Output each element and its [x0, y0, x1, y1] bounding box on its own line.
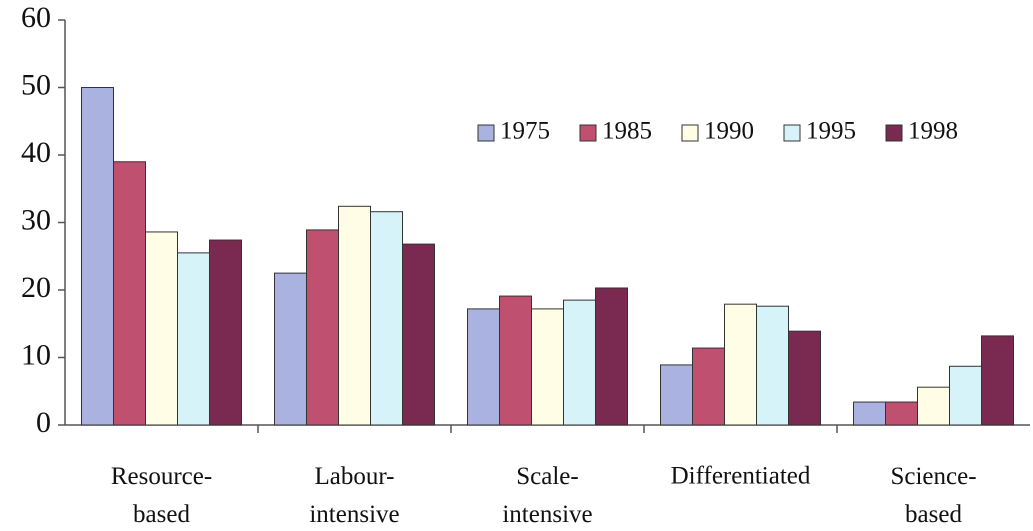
bar: [692, 347, 725, 426]
bar: [949, 365, 982, 426]
x-tick-label: Labour-intensive: [309, 463, 399, 528]
legend-label: 1990: [704, 118, 754, 145]
bar: [531, 308, 564, 426]
bar: [917, 386, 950, 426]
y-tick-label: 50: [21, 68, 51, 101]
bar: [563, 299, 596, 426]
x-tick-label: Scale-intensive: [502, 463, 592, 528]
bar: [885, 401, 918, 426]
y-tick-label: 10: [21, 338, 51, 371]
bar: [306, 229, 339, 426]
y-tick-label: 20: [21, 271, 51, 304]
legend-swatch: [579, 124, 597, 142]
bar: [177, 252, 210, 426]
legend-label: 1995: [806, 118, 856, 145]
x-tick-label: Resource-based: [111, 463, 212, 528]
bar: [724, 303, 757, 426]
bar: [499, 295, 532, 426]
bar: [981, 335, 1014, 426]
bar: [209, 239, 242, 426]
bar: [370, 211, 403, 426]
x-tick-label: Science-based: [890, 463, 976, 528]
bar: [660, 364, 693, 426]
y-tick-label: 0: [36, 406, 51, 439]
y-tick-label: 60: [21, 1, 51, 34]
bar: [467, 308, 500, 426]
bar: [338, 205, 371, 426]
legend-swatch: [885, 124, 903, 142]
bar: [853, 401, 886, 426]
y-tick-label: 40: [21, 136, 51, 169]
legend-swatch: [477, 124, 495, 142]
bar: [788, 330, 821, 426]
bar: [756, 305, 789, 426]
x-tick-label: Differentiated: [671, 463, 811, 490]
bar: [113, 161, 146, 426]
legend-swatch: [681, 124, 699, 142]
bar: [274, 272, 307, 426]
legend-label: 1975: [500, 118, 550, 145]
bar: [595, 287, 628, 426]
bar: [402, 243, 435, 426]
legend-swatch: [783, 124, 801, 142]
legend-label: 1985: [602, 118, 652, 145]
y-tick-label: 30: [21, 203, 51, 236]
bar: [81, 87, 114, 426]
bar: [145, 231, 178, 426]
legend-label: 1998: [908, 118, 958, 145]
